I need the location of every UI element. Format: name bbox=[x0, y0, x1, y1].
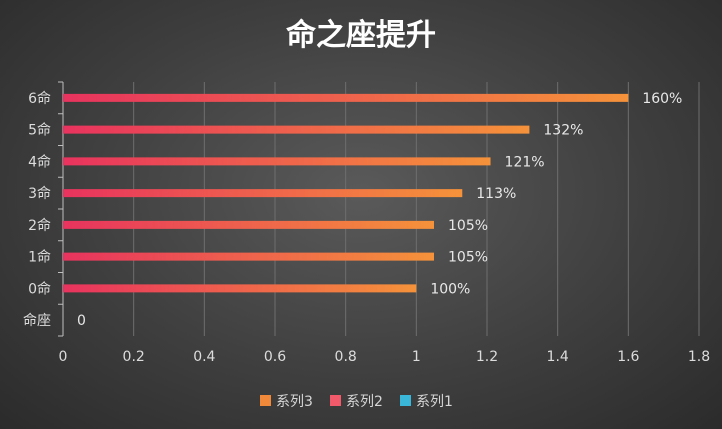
data-label: 100% bbox=[430, 281, 470, 297]
data-label: 160% bbox=[642, 91, 682, 107]
y-axis bbox=[58, 81, 64, 337]
y-tick-label: 4命 bbox=[28, 153, 51, 170]
data-labels: 0 100% 105% 105% 113% 121% 132% 160% bbox=[77, 91, 682, 329]
x-tick-label: 1.4 bbox=[547, 349, 569, 365]
data-label: 105% bbox=[448, 218, 488, 234]
data-label: 132% bbox=[543, 123, 583, 139]
x-tick-label: 1 bbox=[412, 349, 421, 365]
x-tick-label: 0.4 bbox=[193, 349, 215, 365]
bars bbox=[63, 93, 629, 293]
legend-label: 系列2 bbox=[346, 394, 383, 410]
data-label: 121% bbox=[505, 154, 545, 170]
legend-label: 系列3 bbox=[276, 394, 313, 410]
y-tick-label: 3命 bbox=[28, 185, 51, 202]
bar bbox=[63, 157, 491, 166]
legend: 系列3 系列2 系列1 bbox=[260, 394, 453, 410]
x-tick-label: 1.2 bbox=[476, 349, 498, 365]
legend-swatch bbox=[400, 395, 411, 406]
y-tick-label: 6命 bbox=[28, 90, 51, 107]
legend-swatch bbox=[260, 395, 271, 406]
y-tick-label: 2命 bbox=[28, 217, 51, 234]
chart-title: 命之座提升 bbox=[286, 18, 436, 53]
bar bbox=[63, 252, 434, 261]
data-label: 105% bbox=[448, 250, 488, 266]
y-tick-label: 5命 bbox=[28, 122, 51, 139]
bar bbox=[63, 125, 530, 134]
y-tick-label: 1命 bbox=[28, 249, 51, 266]
x-tick-label: 0.2 bbox=[123, 349, 145, 365]
x-tick-label: 0.6 bbox=[264, 349, 286, 365]
legend-swatch bbox=[330, 395, 341, 406]
x-tick-label: 0.8 bbox=[335, 349, 357, 365]
y-tick-labels: 命座 0命 1命 2命 3命 4命 5命 6命 bbox=[23, 90, 51, 329]
x-tick-label: 1.8 bbox=[688, 349, 710, 365]
x-tick-label: 1.6 bbox=[617, 349, 639, 365]
gridlines bbox=[133, 82, 700, 336]
bar bbox=[63, 189, 463, 198]
data-label: 0 bbox=[77, 313, 86, 329]
x-tick-labels: 0 0.2 0.4 0.6 0.8 1 1.2 1.4 1.6 1.8 bbox=[59, 349, 711, 365]
y-tick-label: 0命 bbox=[28, 280, 51, 297]
data-label: 113% bbox=[476, 186, 516, 202]
bar bbox=[63, 220, 434, 229]
bar bbox=[63, 93, 629, 102]
x-tick-label: 0 bbox=[59, 349, 68, 365]
legend-label: 系列1 bbox=[416, 394, 453, 410]
bar bbox=[63, 284, 417, 293]
y-tick-label: 命座 bbox=[23, 312, 51, 329]
